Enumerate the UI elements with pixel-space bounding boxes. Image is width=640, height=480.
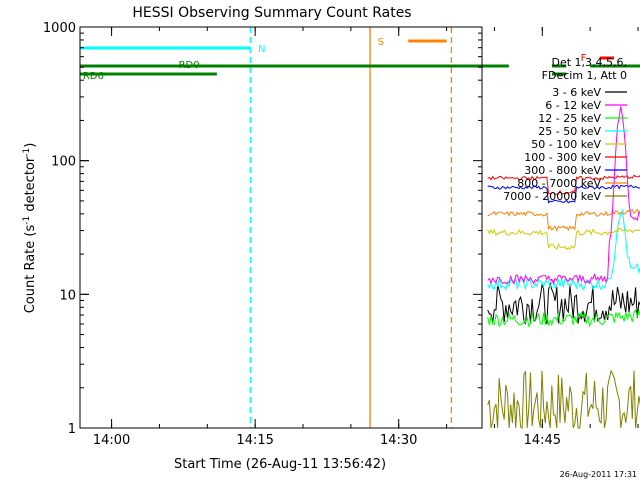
legend-label: 6 - 12 keV	[545, 99, 601, 112]
y-axis-label: Count Rate (s-1 detector-1)	[22, 143, 38, 314]
y-label-sup-1: -1	[22, 216, 32, 225]
y-tick-label: 1	[68, 422, 76, 437]
series-line	[487, 369, 640, 429]
series-line	[487, 208, 640, 232]
flag-label: N	[258, 44, 265, 55]
series-line	[487, 106, 640, 286]
legend-label: 300 - 800 keV	[524, 164, 601, 177]
series-line	[487, 281, 640, 325]
legend-label: 7000 - 20000 keV	[503, 190, 601, 203]
legend-label: 100 - 300 keV	[524, 151, 601, 164]
y-label-part-1: Count Rate (s	[23, 225, 38, 314]
legend-label: 25 - 50 keV	[538, 125, 601, 138]
series-line	[487, 227, 640, 251]
series-line	[487, 308, 640, 328]
x-tick-label: 14:00	[93, 433, 130, 448]
flag-label: F	[581, 53, 587, 64]
legend: Det 1,3,4,5,6,FDecim 1, Att 0 3 - 6 keV6 …	[503, 56, 627, 203]
y-axis: 1 10 100 1000	[43, 21, 482, 437]
plot-frame	[79, 26, 483, 429]
x-tick-label: 14:45	[524, 433, 561, 448]
x-tick-label: 14:30	[380, 433, 417, 448]
legend-label: 800 - 7000 keV	[517, 177, 601, 190]
series-line	[487, 174, 640, 195]
legend-header: Det 1,3,4,5,6,	[551, 56, 627, 69]
chart-title: HESSI Observing Summary Count Rates	[132, 5, 411, 21]
flag-label: RD0	[179, 60, 200, 71]
series-layer	[487, 106, 640, 429]
y-tick-label: 100	[51, 155, 76, 170]
series-line	[487, 208, 640, 291]
flag-bars: N S F RD0 RD6	[80, 37, 640, 82]
y-label-sup-2: -1	[22, 148, 32, 157]
y-tick-label: 1000	[43, 21, 76, 36]
legend-label: 3 - 6 keV	[552, 86, 601, 99]
y-label-part-3: )	[23, 143, 38, 148]
legend-label: 50 - 100 keV	[531, 138, 601, 151]
y-label-part-2: detector	[23, 156, 38, 216]
series-line	[487, 184, 640, 204]
flag-label: S	[378, 37, 384, 48]
x-tick-label: 14:15	[236, 433, 273, 448]
y-tick-label: 10	[59, 288, 76, 303]
flag-label: RD6	[83, 71, 104, 82]
timestamp: 26-Aug-2011 17:31	[560, 470, 637, 479]
legend-label: 12 - 25 keV	[538, 112, 601, 125]
x-axis-label: Start Time (26-Aug-11 13:56:42)	[174, 457, 386, 472]
event-markers	[249, 27, 453, 428]
legend-header: FDecim 1, Att 0	[542, 69, 627, 82]
